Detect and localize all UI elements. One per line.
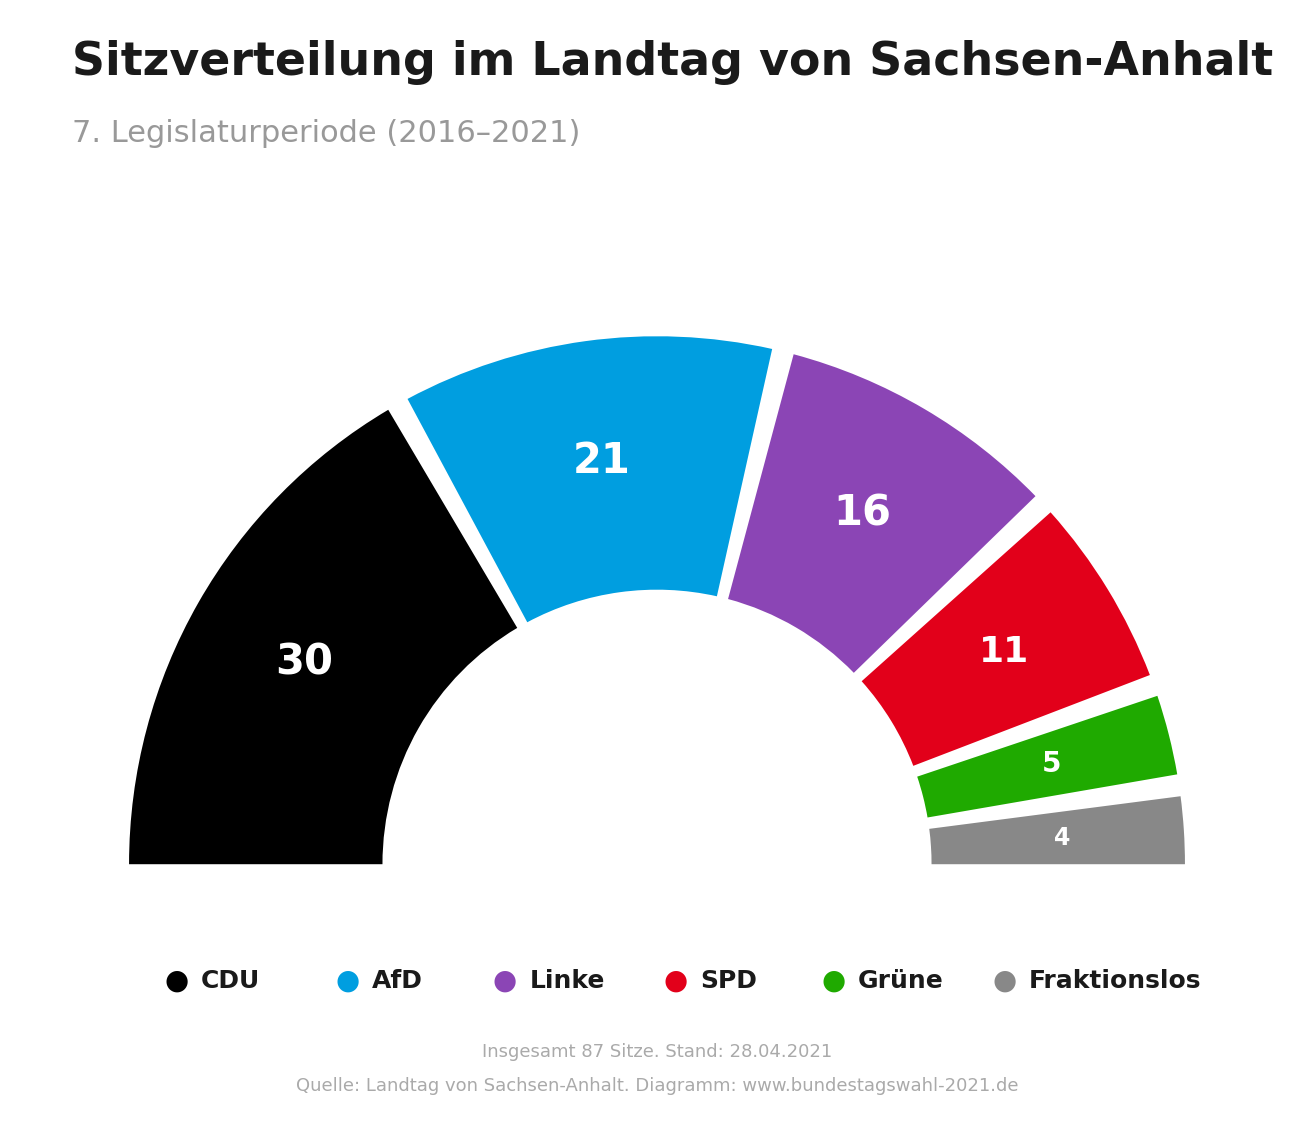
Text: ●: ● [164,967,188,995]
Wedge shape [728,354,1035,672]
Wedge shape [929,796,1185,864]
Text: 4: 4 [1054,826,1071,850]
Text: SPD: SPD [700,968,757,993]
Wedge shape [917,696,1177,818]
Wedge shape [129,409,518,864]
Text: 5: 5 [1042,751,1060,778]
Wedge shape [407,337,773,623]
Text: AfD: AfD [372,968,423,993]
Text: ●: ● [335,967,359,995]
Text: ●: ● [493,967,516,995]
Text: Quelle: Landtag von Sachsen-Anhalt. Diagramm: www.bundestagswahl-2021.de: Quelle: Landtag von Sachsen-Anhalt. Diag… [296,1077,1018,1095]
Text: 7. Legislaturperiode (2016–2021): 7. Legislaturperiode (2016–2021) [72,119,581,149]
Text: Linke: Linke [530,968,604,993]
Text: ●: ● [992,967,1016,995]
Text: CDU: CDU [201,968,260,993]
Text: 21: 21 [573,440,631,482]
Text: 11: 11 [979,635,1029,669]
Text: Grüne: Grüne [858,968,943,993]
Text: ●: ● [821,967,845,995]
Text: 16: 16 [833,492,892,534]
Text: Insgesamt 87 Sitze. Stand: 28.04.2021: Insgesamt 87 Sitze. Stand: 28.04.2021 [482,1043,832,1061]
Text: ●: ● [664,967,687,995]
Text: Fraktionslos: Fraktionslos [1029,968,1201,993]
Text: Sitzverteilung im Landtag von Sachsen-Anhalt: Sitzverteilung im Landtag von Sachsen-An… [72,40,1273,85]
Wedge shape [862,513,1150,765]
Text: 30: 30 [275,642,332,684]
